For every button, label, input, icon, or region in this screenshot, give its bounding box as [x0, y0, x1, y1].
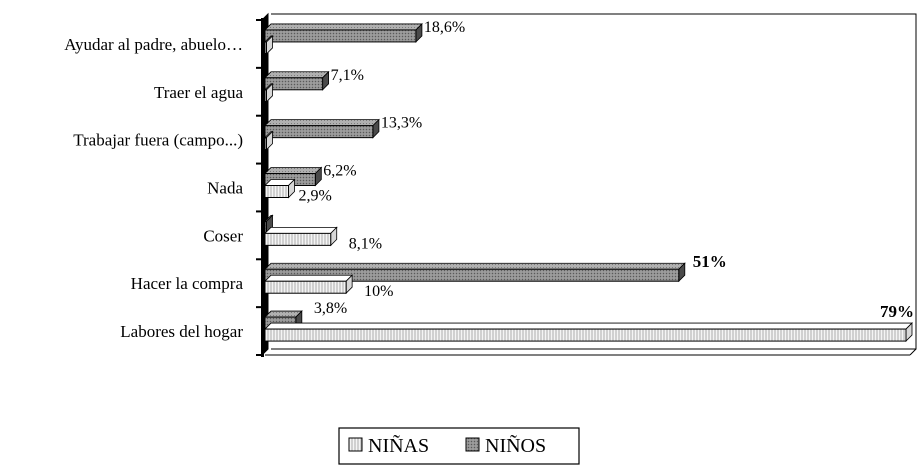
data-label: 51% [693, 252, 727, 271]
bar-ninas [264, 274, 354, 295]
data-label: 18,6% [424, 19, 465, 36]
bar-ninos [264, 262, 686, 283]
legend: NIÑAS NIÑOS [338, 427, 580, 465]
legend-label-ninos: NIÑOS [485, 433, 546, 457]
bar-ninas [264, 130, 274, 151]
data-label: 8,1% [349, 235, 382, 252]
category-label: Coser [203, 226, 243, 245]
bar-ninas [264, 34, 274, 55]
bar-ninas [264, 226, 338, 247]
legend-swatch-ninos [465, 437, 480, 452]
data-label: 79% [880, 302, 914, 321]
bar-ninas [264, 322, 913, 343]
data-label: 13,3% [381, 115, 422, 132]
bar-ninos [264, 22, 423, 43]
category-label: Trabajar fuera (campo...) [73, 131, 243, 150]
data-label: 10% [364, 283, 393, 300]
data-label: 3,8% [314, 300, 347, 317]
category-label: Nada [207, 179, 243, 198]
data-label: 7,1% [331, 67, 364, 84]
data-label: 6,2% [323, 163, 356, 180]
legend-frame [338, 427, 580, 465]
plot-back-wall [271, 13, 917, 350]
bar-ninos [264, 118, 380, 139]
category-labels: Ayudar al padre, abuelo… Traer el agua Tra… [64, 35, 243, 341]
legend-label-ninas: NIÑAS [368, 433, 429, 457]
bar-ninas [264, 178, 296, 199]
bar-ninos [264, 70, 330, 91]
category-label: Ayudar al padre, abuelo… [64, 35, 243, 54]
bars [264, 22, 913, 343]
y-axis-line [261, 18, 264, 357]
plot-area [256, 12, 917, 357]
category-label: Traer el agua [154, 83, 244, 102]
legend-swatch-ninas [348, 437, 363, 452]
data-label: 2,9% [299, 188, 332, 205]
data-labels: 18,6% 7,1% 13,3% 6,2% 2,9% 8,1% 51% 10% 3,8% 79% [299, 19, 914, 321]
plot-floor-edge [909, 348, 917, 356]
bar-ninas [264, 82, 274, 103]
category-label: Hacer la compra [131, 274, 244, 293]
category-label: Labores del hogar [120, 322, 243, 341]
